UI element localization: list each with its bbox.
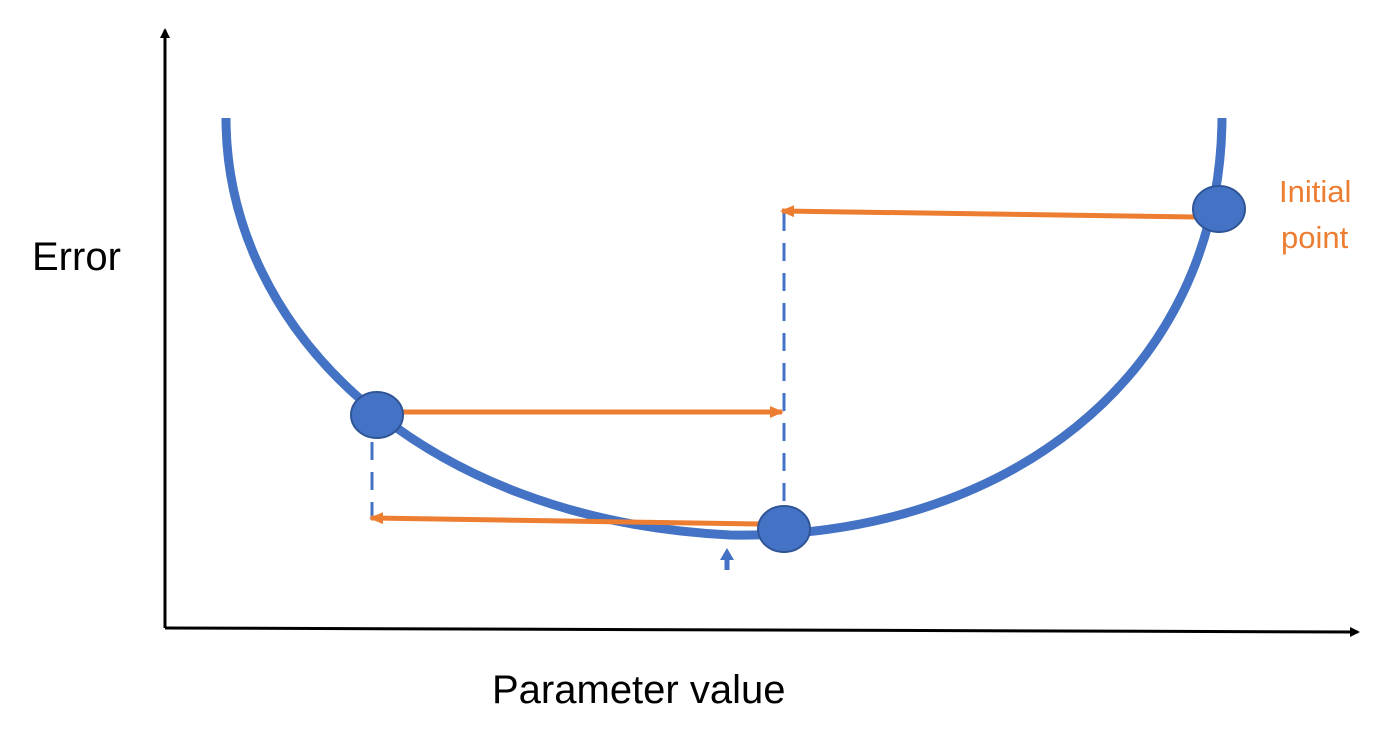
- y-axis-label: Error: [32, 235, 121, 279]
- x-axis: [164, 626, 1360, 637]
- x-axis-label: Parameter value: [492, 668, 785, 712]
- initial-point-label-line1: Initial: [1279, 174, 1351, 209]
- initial-point: [1192, 185, 1246, 233]
- step-arrow-1: [780, 205, 1196, 220]
- step-arrow-3: [369, 512, 761, 527]
- initial-point-label-line2: point: [1281, 220, 1349, 255]
- third-point: [757, 505, 811, 553]
- second-point: [350, 391, 404, 439]
- minimum-marker-arrowhead: [720, 548, 734, 560]
- error-curve: [221, 117, 1227, 540]
